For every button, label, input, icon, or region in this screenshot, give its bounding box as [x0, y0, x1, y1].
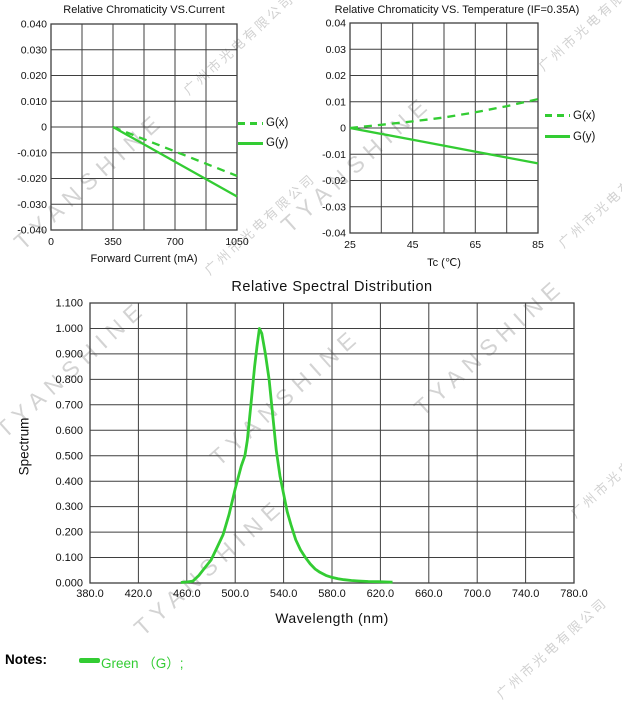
- x-tick-label: 85: [532, 239, 544, 251]
- tick-labels: 25 45 65 85 0.04 0.03 0.02 0.01 0 -0.01 -0.02 -0.03…: [322, 18, 544, 251]
- y-tick-label: 0.04: [326, 18, 347, 30]
- y-tick-label: 0.100: [55, 552, 83, 564]
- y-tick-label: 0.010: [21, 96, 47, 108]
- series-line-g-y-: [112, 125, 238, 198]
- y-tick-label: 0.000: [55, 578, 83, 590]
- y-tick-label: 0: [340, 123, 346, 135]
- legend-label-gy: G(y): [266, 137, 289, 149]
- notes-label: Notes:: [5, 652, 48, 667]
- x-tick-label: 45: [407, 239, 419, 251]
- y-tick-label: -0.030: [17, 199, 47, 211]
- chart-current-xlabel: Forward Current (mA): [90, 253, 198, 265]
- x-tick-label: 780.0: [560, 588, 588, 600]
- legend-label-gx: G(x): [573, 109, 596, 122]
- chart-chromaticity-vs-temperature: 25 45 65 85 0.04 0.03 0.02 0.01 0 -0.01 -0.02 -0.03…: [322, 18, 544, 251]
- y-tick-label: -0.040: [17, 225, 47, 237]
- y-tick-label: 0.500: [55, 450, 83, 462]
- x-tick-label: 700: [166, 236, 184, 248]
- chart-spectrum-ylabel: Spectrum: [16, 417, 32, 476]
- legend-item-gx: G(x): [238, 113, 288, 133]
- plot-border: [50, 23, 238, 231]
- gy-solid-line-swatch: [238, 141, 263, 145]
- x-tick-label: 740.0: [512, 588, 540, 600]
- chart-temperature-title: Relative Chromaticity VS. Temperature (I…: [334, 4, 580, 16]
- y-tick-label: 0.400: [55, 476, 83, 488]
- x-tick-label: 380.0: [76, 588, 104, 600]
- chart-temperature-legend: G(x) G(y): [545, 105, 595, 147]
- series-line-green-g-: [180, 327, 393, 584]
- gridlines: [50, 23, 238, 231]
- chart-spectrum-title: Relative Spectral Distribution: [231, 279, 433, 295]
- y-tick-label: 0: [41, 122, 47, 134]
- legend-label-gx: G(x): [266, 117, 289, 129]
- x-tick-label: 460.0: [173, 588, 201, 600]
- y-tick-label: -0.01: [322, 149, 346, 161]
- chart-spectrum-xlabel: Wavelength (nm): [275, 610, 389, 626]
- tick-labels: 0 350 700 1050 0.040 0.030 0.020 0.010 0 -0.010 -0…: [17, 19, 249, 248]
- y-tick-label: -0.020: [17, 173, 47, 185]
- y-tick-label: 0.200: [55, 527, 83, 539]
- x-tick-label: 1050: [225, 236, 249, 248]
- gridlines: [89, 302, 575, 584]
- series-line-g-x-: [349, 97, 539, 130]
- x-tick-label: 620.0: [367, 588, 395, 600]
- legend-item-gy: G(y): [545, 126, 595, 147]
- gx-dashed-line-swatch: [545, 114, 570, 117]
- legend-item-gx: G(x): [545, 105, 595, 126]
- y-tick-label: 0.700: [55, 399, 83, 411]
- y-tick-label: 0.01: [326, 96, 347, 108]
- green-line-swatch: [79, 658, 100, 663]
- x-tick-label: 420.0: [125, 588, 153, 600]
- y-tick-label: -0.04: [322, 228, 346, 240]
- y-tick-label: 1.100: [55, 298, 83, 310]
- legend-item-gy: G(y): [238, 133, 288, 153]
- chart-current-title: Relative Chromaticity VS.Current: [63, 4, 225, 16]
- x-tick-label: 580.0: [318, 588, 346, 600]
- gy-solid-line-swatch: [545, 135, 570, 138]
- y-tick-label: -0.010: [17, 147, 47, 159]
- y-tick-label: 0.03: [326, 44, 347, 56]
- y-tick-label: 0.800: [55, 374, 83, 386]
- tick-labels: 380.0 420.0 460.0 500.0 540.0 580.0 620.0 660.0…: [55, 298, 587, 600]
- y-tick-label: 0.02: [326, 70, 347, 82]
- x-tick-label: 0: [48, 236, 54, 248]
- x-tick-label: 500.0: [221, 588, 249, 600]
- x-tick-label: 700.0: [463, 588, 491, 600]
- series-line-g-y-: [349, 126, 539, 165]
- x-tick-label: 540.0: [270, 588, 298, 600]
- y-tick-label: 0.030: [21, 44, 47, 56]
- chart-current-legend: G(x) G(y): [238, 113, 288, 153]
- y-tick-label: -0.02: [322, 175, 346, 187]
- y-tick-label: 0.600: [55, 425, 83, 437]
- y-tick-label: 0.020: [21, 70, 47, 82]
- y-tick-label: 0.900: [55, 349, 83, 361]
- x-tick-label: 65: [469, 239, 481, 251]
- gx-dashed-line-swatch: [238, 121, 263, 125]
- chart-spectral-distribution: 380.0 420.0 460.0 500.0 540.0 580.0 620.0 660.0…: [55, 298, 587, 600]
- chart-temperature-xlabel: Tc (℃): [427, 257, 461, 269]
- y-tick-label: 0.040: [21, 19, 47, 31]
- x-tick-label: 660.0: [415, 588, 443, 600]
- chart-chromaticity-vs-current: 0 350 700 1050 0.040 0.030 0.020 0.010 0 -0.010 -0…: [17, 19, 249, 248]
- plot-border: [89, 302, 575, 584]
- x-tick-label: 350: [104, 236, 122, 248]
- x-tick-label: 25: [344, 239, 356, 251]
- y-tick-label: 1.000: [55, 323, 83, 335]
- y-tick-label: -0.03: [322, 201, 346, 213]
- notes-green-entry: Green （G）;: [101, 656, 184, 671]
- y-tick-label: 0.300: [55, 501, 83, 513]
- gridlines: [349, 22, 539, 234]
- legend-label-gy: G(y): [573, 130, 596, 143]
